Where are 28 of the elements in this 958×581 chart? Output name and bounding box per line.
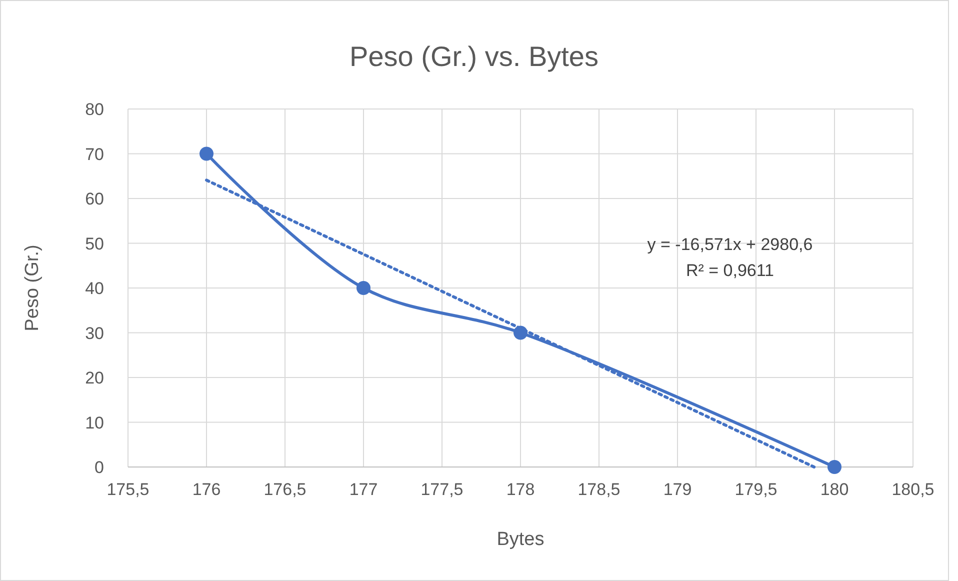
x-tick-label: 176,5 [264,480,306,499]
y-tick-label: 70 [85,144,104,164]
x-tick-label: 180 [820,480,849,499]
y-tick-label: 10 [85,413,104,432]
y-tick-label: 20 [85,368,104,388]
x-tick-label: 178,5 [578,480,620,499]
y-tick-label: 80 [85,100,104,119]
x-tick-label: 179 [663,480,692,499]
x-tick-label: 175,5 [106,480,150,499]
y-tick-label: 30 [85,324,104,343]
y-axis-title: Peso (Gr.) [22,244,43,332]
x-tick-label: 177 [349,480,378,499]
chart-title: Peso (Gr.) vs. Bytes [350,41,598,72]
x-tick-label: 176 [192,480,221,499]
x-axis-title: Bytes [496,529,544,550]
point [200,146,214,161]
x-tick-label: 178 [506,480,535,499]
y-tick-label: 50 [85,234,104,254]
y-tick-label: 0 [94,458,104,477]
point [356,281,370,295]
annotation: R² = 0,9611 [686,261,774,280]
point [828,460,842,474]
x-tick-label: 177,5 [420,480,464,499]
annotation: y = -16,571x + 2980,6 [647,235,813,254]
x-tick-label: 179,5 [734,480,778,499]
y-tick-label: 60 [85,190,104,208]
y-tick-label: 40 [85,279,104,298]
x-tick-label: 180,5 [892,480,934,499]
